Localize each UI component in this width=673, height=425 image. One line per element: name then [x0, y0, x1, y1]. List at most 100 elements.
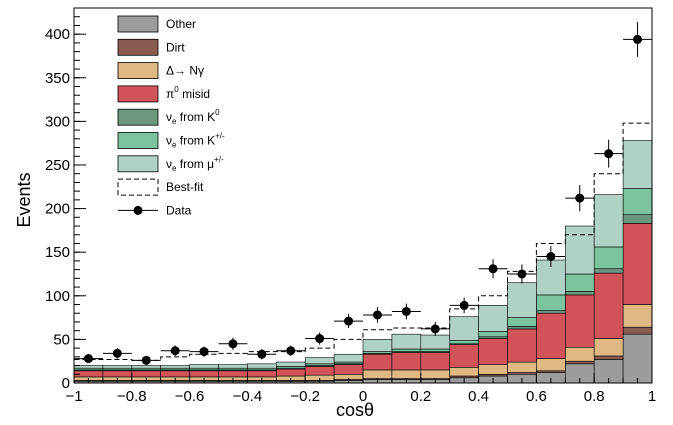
y-tick-label: 200	[45, 201, 70, 218]
bar-segment	[420, 334, 450, 350]
bar-segment	[275, 368, 306, 377]
bar-segment	[449, 344, 479, 368]
bar-segment	[189, 370, 219, 378]
bar-segment	[564, 360, 595, 365]
data-point	[83, 354, 93, 364]
bar-segment	[478, 338, 508, 365]
bar-segment	[362, 339, 393, 352]
bar-segment	[593, 272, 624, 339]
data-point	[372, 310, 382, 320]
bar-segment	[420, 348, 450, 352]
best-fit-histogram	[73, 122, 653, 383]
data-point	[112, 348, 122, 358]
legend: Other Dirt Δ→ Nγ π0 misid νe from K0 νe from …	[117, 15, 225, 217]
bar-segment	[507, 361, 537, 373]
x-axis-title: cosθ	[336, 400, 374, 420]
bar-segment	[275, 361, 306, 367]
bar-segment	[536, 358, 566, 372]
data-point	[257, 349, 267, 359]
bar-segment	[102, 365, 133, 369]
y-tick-label: 100	[45, 288, 70, 305]
legend-label: Best-fit	[166, 180, 204, 194]
legend-swatch	[117, 85, 159, 103]
bar-segment	[362, 353, 393, 371]
bar-segment	[218, 370, 248, 378]
bar-segment	[247, 370, 277, 378]
y-tick-label: 350	[45, 70, 70, 87]
x-tick-label: 0.4	[468, 388, 489, 405]
bar-segment	[507, 317, 537, 327]
data-points	[74, 21, 652, 365]
legend-item: Δ→ Nγ	[117, 62, 204, 79]
x-tick-label: 0	[359, 388, 367, 405]
bar-segment	[593, 246, 624, 270]
bar-segment	[247, 363, 277, 369]
y-tick-label: 150	[45, 244, 70, 261]
legend-marker	[133, 205, 143, 215]
bar-segment	[622, 333, 653, 384]
legend-swatch	[117, 132, 159, 149]
legend-label: π0 misid	[166, 85, 210, 101]
legend-label: Other	[166, 17, 196, 31]
bar-segment	[564, 225, 595, 275]
legend-swatch	[117, 38, 159, 56]
legend-item: νe from μ+/-	[117, 155, 224, 173]
x-tick-label: 0.6	[526, 388, 547, 405]
axes: −1 −0.8 −0.6 −0.4 −0.2 0 0.2 0.4 0.6 0.8 1 0 50 100 15…	[45, 7, 656, 405]
y-tick-label: 50	[53, 331, 70, 348]
bar-segment	[449, 339, 479, 345]
bar-segment	[333, 353, 364, 363]
bar-segment	[391, 369, 422, 379]
legend-item: Data	[118, 203, 192, 217]
x-tick-label: 0.8	[584, 388, 605, 405]
bar-segment	[564, 291, 595, 296]
bar-segment	[536, 312, 566, 359]
bar-segment	[507, 328, 537, 363]
bar-segment	[622, 214, 653, 224]
data-point	[315, 334, 325, 344]
bar-segment	[478, 331, 508, 338]
bar-segment	[507, 326, 537, 330]
bar-segment	[160, 370, 190, 378]
bar-segment	[391, 352, 422, 371]
data-point	[604, 149, 614, 159]
legend-label: Δ→ Nγ	[166, 64, 204, 78]
bar-segment	[160, 365, 190, 369]
x-tick-label: −1	[65, 388, 82, 405]
x-tick-label: 0.2	[410, 388, 431, 405]
legend-label: νe from K+/-	[166, 132, 225, 150]
x-tick-label: −0.6	[175, 388, 205, 405]
bar-segment	[391, 348, 422, 352]
x-tick-label: −0.4	[233, 388, 263, 405]
legend-swatch	[117, 108, 159, 126]
y-tick-label: 0	[62, 375, 70, 392]
stacked-histogram	[73, 140, 653, 384]
bar-segment	[131, 370, 162, 378]
legend-swatch	[117, 62, 159, 79]
bar-segment	[564, 346, 595, 362]
legend-label: Dirt	[166, 40, 185, 54]
data-point	[575, 193, 585, 203]
y-tick-label: 400	[45, 26, 70, 43]
data-point	[546, 252, 556, 262]
data-point	[286, 346, 296, 356]
data-point	[199, 347, 209, 357]
legend-swatch	[117, 15, 159, 33]
legend-item: νe from K0	[117, 108, 220, 126]
bar-segment	[478, 364, 508, 375]
bar-segment	[507, 282, 537, 318]
legend-item: νe from K+/-	[117, 132, 225, 150]
legend-label: Data	[166, 203, 192, 217]
bar-segment	[536, 310, 566, 314]
legend-label: νe from μ+/-	[166, 155, 224, 173]
bar-segment	[362, 369, 393, 379]
y-axis-title: Events	[14, 172, 34, 227]
legend-item: Other	[117, 15, 196, 33]
x-tick-label: 1	[648, 388, 656, 405]
legend-item: π0 misid	[117, 85, 210, 103]
bar-segment	[449, 367, 479, 377]
bar-segment	[593, 268, 624, 274]
data-point	[430, 324, 440, 334]
data-point	[459, 300, 469, 310]
bar-segment	[536, 294, 566, 311]
